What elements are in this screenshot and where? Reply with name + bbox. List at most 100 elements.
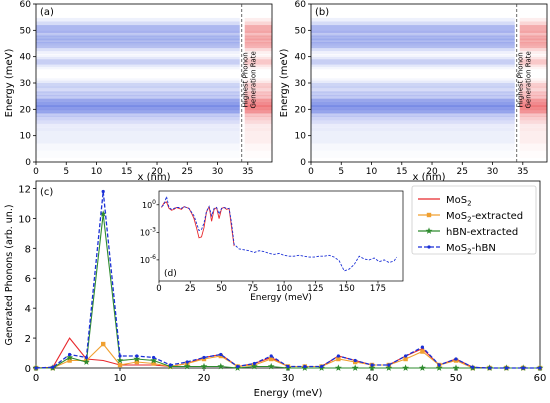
heatmap-band	[36, 25, 240, 33]
annotation-b-line2: Generation Rate	[525, 51, 533, 108]
x-tick-label: 75	[247, 284, 258, 294]
heatmap-hot-band	[244, 80, 272, 91]
x-tick-label: 30	[282, 373, 295, 384]
heatmap-hot-band	[519, 98, 547, 121]
x-tick-label: 0	[308, 167, 314, 177]
y-tick-label: 4	[25, 304, 31, 315]
heatmap-hot-band	[244, 91, 272, 114]
data-point	[99, 210, 107, 217]
heatmap-hot-band	[244, 101, 272, 117]
data-point	[454, 357, 458, 361]
x-tick-label: 25	[182, 167, 193, 177]
x-tick-label: 20	[426, 167, 438, 177]
data-point	[452, 364, 460, 371]
heatmap-hot-band	[519, 38, 547, 52]
data-point	[118, 354, 122, 358]
x-tick-label: 0	[33, 373, 39, 384]
data-point	[403, 356, 408, 362]
heatmap-hot-band	[520, 114, 547, 158]
legend-label-1: MoS2-extracted	[446, 211, 523, 224]
data-point	[435, 364, 443, 371]
y-tick-label: 50	[295, 26, 307, 36]
heatmap-hot-band	[244, 98, 272, 121]
x-tick-label: 60	[534, 373, 547, 384]
x-tick-label: 175	[370, 284, 386, 294]
heatmap-band	[36, 30, 240, 46]
heatmap-band	[36, 80, 240, 91]
y-tick-label: 60	[295, 0, 307, 10]
heatmap-hot-band	[519, 95, 547, 111]
heatmap-band	[36, 21, 240, 37]
heatmap-band	[311, 78, 515, 94]
y-tick-label: 10-6	[140, 254, 156, 265]
data-point	[150, 356, 157, 364]
data-point	[200, 362, 208, 370]
heatmap-band	[311, 30, 515, 46]
heatmap-hot-band	[244, 35, 272, 55]
heatmap-band	[311, 35, 515, 41]
heatmap-hot-band	[519, 33, 547, 44]
data-point	[34, 366, 38, 370]
x-tick-label: 20	[198, 373, 211, 384]
x-axis-label-a: x (nm)	[138, 172, 171, 183]
x-tick-label: 50	[450, 373, 463, 384]
data-point	[353, 358, 357, 363]
data-point	[68, 352, 72, 357]
legend-label-0: MoS2	[446, 195, 472, 208]
data-point	[84, 355, 88, 360]
data-point	[420, 345, 424, 349]
heatmap-band	[311, 114, 515, 158]
x-tick-label: 15	[396, 167, 407, 177]
data-point	[320, 364, 324, 369]
heatmap-hot-band	[244, 98, 272, 107]
heatmap-panel-a: (a) Highest Phonon Generation Rate 0 5 10 1…	[4, 0, 273, 183]
heatmap-band	[311, 41, 515, 49]
y-ticks-a: 0 10 20 30 40 50 60	[20, 0, 36, 168]
data-point	[151, 361, 156, 366]
legend-marker	[426, 212, 432, 218]
data-point	[387, 363, 391, 367]
heatmap-hot-band	[519, 83, 547, 89]
data-point	[251, 362, 258, 370]
x-tick-label: 125	[307, 284, 323, 294]
x-tick-label: 50	[216, 284, 227, 294]
y-tick-label: 10	[20, 132, 32, 142]
x-tick-label: 15	[121, 167, 132, 177]
y-tick-label: 8	[25, 244, 31, 255]
heatmap-band	[311, 35, 515, 55]
data-point	[335, 364, 342, 371]
heatmap-hot-band	[244, 115, 272, 124]
data-point	[419, 364, 426, 371]
y-tick-label: 20	[20, 105, 32, 115]
x-tick-label: 10	[366, 167, 378, 177]
legend-box	[411, 185, 537, 255]
y-axis-label-b: Energy (meV)	[279, 49, 290, 118]
y-tick-label: 2	[25, 334, 31, 345]
x-axis-label-b: x (nm)	[413, 172, 446, 183]
heatmap-band	[311, 88, 515, 99]
data-point	[101, 341, 106, 347]
x-ticks-d: 0 25 50 75 100 125 150 175	[156, 281, 386, 294]
annotation-a-line1: Highest Phonon	[242, 52, 250, 107]
data-point	[185, 360, 189, 364]
heatmap-hot-band	[244, 35, 272, 41]
y-tick-label: 10	[295, 132, 307, 142]
data-point	[370, 363, 374, 367]
heatmap-hot-band	[244, 105, 272, 114]
data-point	[152, 355, 156, 360]
annotation-b-line1: Highest Phonon	[517, 52, 525, 107]
heatmap-band	[311, 98, 515, 107]
heatmap-band	[36, 78, 240, 94]
y-tick-label: 12	[18, 184, 31, 195]
y-tick-label: 100	[142, 199, 156, 210]
data-point	[488, 366, 492, 370]
legend-label-2: hBN-extracted	[446, 227, 518, 238]
heatmap-hot-band	[244, 30, 272, 46]
x-tick-label: 35	[242, 167, 253, 177]
heatmap-band	[311, 54, 515, 70]
heatmap-hot-band	[244, 17, 272, 41]
data-point	[269, 354, 273, 358]
heatmap-band	[311, 115, 515, 124]
x-tick-label: 35	[517, 167, 528, 177]
